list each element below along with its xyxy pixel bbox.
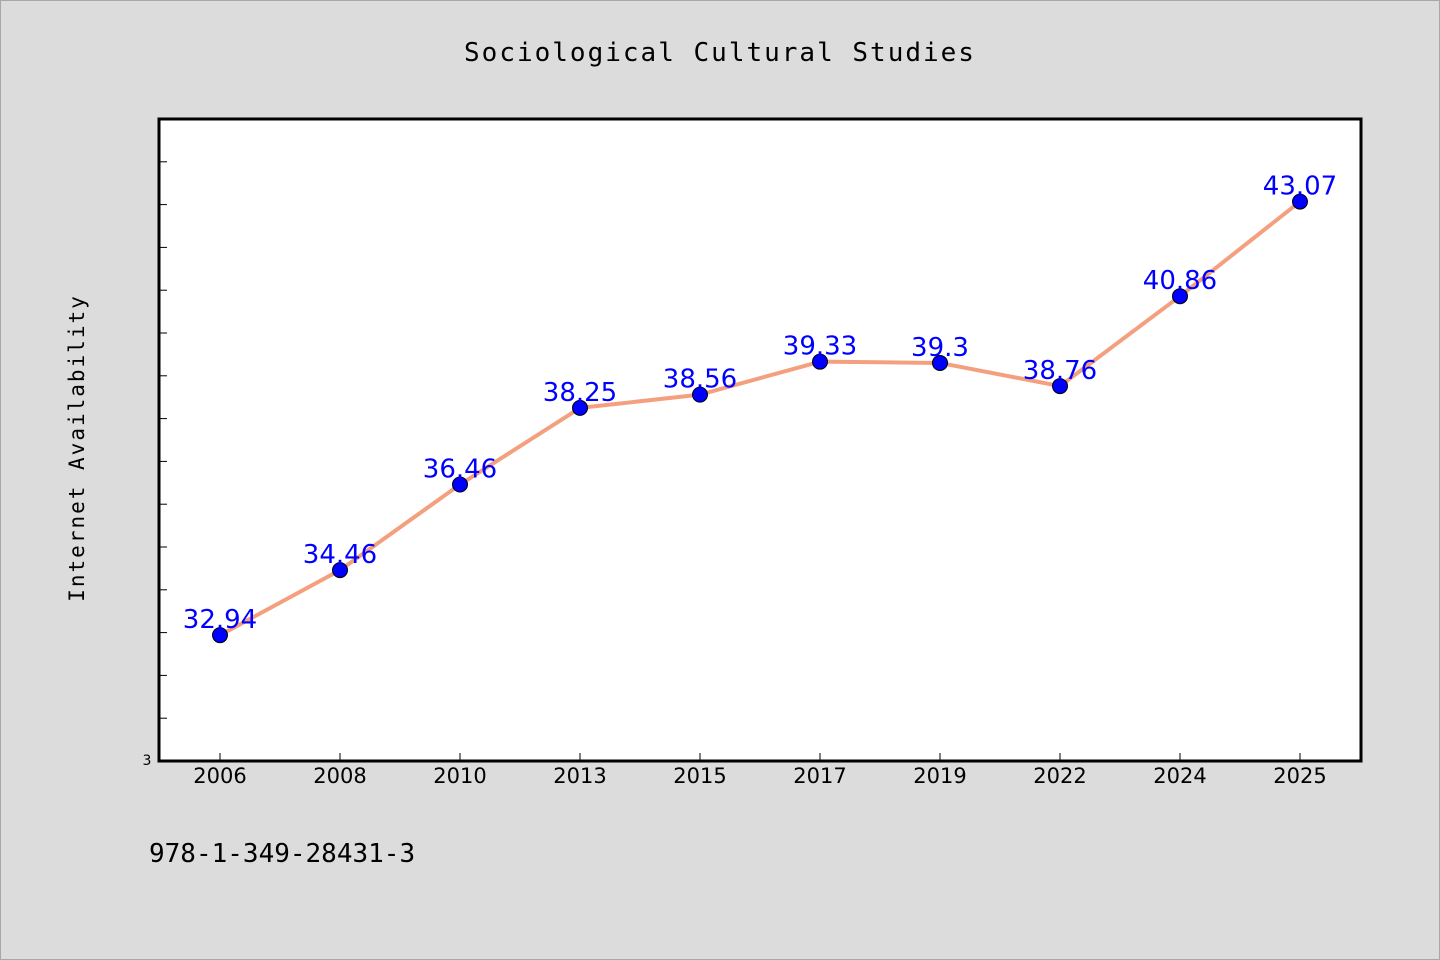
data-labels-layer: 32.94 34.46 36.46 38.25 38.56 39.33 39.3 38.76 4…: [183, 172, 1337, 636]
data-label: 34.46: [303, 540, 377, 570]
footer-text: 978-1-349-28431-3: [149, 839, 415, 869]
data-point: [572, 399, 588, 416]
data-point: [1292, 193, 1308, 210]
series-line-layer: [218, 199, 1302, 638]
x-tick-label: 2015: [673, 764, 726, 788]
data-label: 40.86: [1143, 266, 1217, 296]
series-line: [218, 199, 1302, 638]
data-point: [212, 627, 228, 644]
x-tick-label: 2024: [1153, 764, 1206, 788]
data-point: [452, 476, 468, 493]
data-label: 39.3: [911, 333, 969, 363]
data-label: 38.76: [1023, 356, 1097, 386]
markers-layer: [212, 193, 1308, 644]
data-label: 39.33: [783, 332, 857, 362]
x-tick-label: 2017: [793, 764, 846, 788]
x-tick-label: 2010: [433, 764, 486, 788]
data-point: [332, 562, 348, 579]
x-tick-label: 2022: [1033, 764, 1086, 788]
data-point: [692, 386, 708, 403]
data-label: 36.46: [423, 455, 497, 485]
data-point: [932, 354, 948, 371]
data-label: 38.56: [663, 365, 737, 395]
chart-title: Sociological Cultural Studies: [464, 38, 976, 68]
y-axis-label: Internet Availability: [65, 294, 89, 602]
data-point: [812, 353, 828, 370]
data-point: [1172, 288, 1188, 305]
x-tick-label: 2013: [553, 764, 606, 788]
data-label: 38.25: [543, 378, 617, 408]
x-tick-label: 2019: [913, 764, 966, 788]
x-tick-label: 2025: [1273, 764, 1326, 788]
x-tick-label: 2008: [313, 764, 366, 788]
y-axis-ticks: [159, 161, 167, 762]
plot-area: [157, 117, 1363, 763]
data-point: [1052, 378, 1068, 395]
data-label: 32.94: [183, 605, 257, 635]
x-tick-label: 2006: [193, 764, 246, 788]
y-tick-label: 3: [143, 753, 152, 769]
x-axis-ticks: 2006 2008 2010 2013 2015 2017 2019 2022 2024 2025: [193, 753, 1327, 788]
data-label: 43.07: [1263, 172, 1337, 202]
